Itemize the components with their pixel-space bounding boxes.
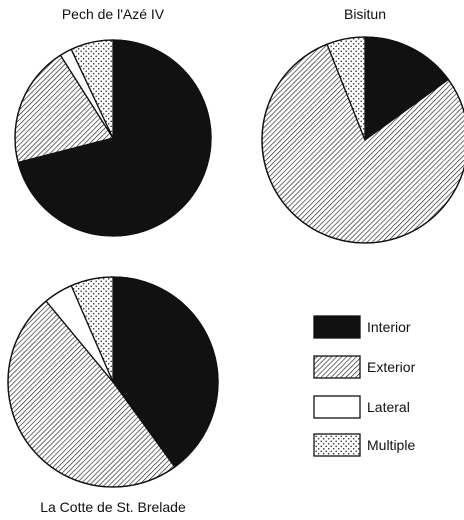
legend-item-multiple: Multiple xyxy=(313,433,415,457)
legend-item-lateral: Lateral xyxy=(313,395,410,419)
legend-label-multiple: Multiple xyxy=(367,437,415,453)
legend-item-exterior: Exterior xyxy=(313,355,416,379)
pie-title-pech-de-laze-iv: Pech de l'Azé IV xyxy=(62,6,165,22)
legend-swatch-lateral xyxy=(313,395,361,419)
pie-slices-la-cotte-de-st-brelade xyxy=(7,276,219,488)
pie-la-cotte-de-st-brelade: La Cotte de St. Brelade xyxy=(7,276,219,515)
legend-swatch-exterior xyxy=(313,355,361,379)
legend-swatch-interior xyxy=(313,315,361,339)
pie-bisitun: Bisitun xyxy=(261,6,464,244)
pie-outline xyxy=(14,39,212,237)
pie-outline xyxy=(7,276,219,488)
pie-pech-de-laze-iv: Pech de l'Azé IV xyxy=(14,6,212,237)
pie-title-la-cotte-de-st-brelade: La Cotte de St. Brelade xyxy=(40,499,186,515)
legend-item-interior: Interior xyxy=(313,315,411,339)
legend-swatch-multiple xyxy=(313,433,361,457)
pie-title-bisitun: Bisitun xyxy=(344,6,386,22)
legend: Interior Exterior Lateral Multiple xyxy=(313,315,416,457)
pie-slices-pech-de-laze-iv xyxy=(14,39,212,237)
pie-slices-bisitun xyxy=(261,36,464,244)
pie-outline xyxy=(261,36,464,244)
legend-label-lateral: Lateral xyxy=(367,399,410,415)
legend-label-exterior: Exterior xyxy=(367,359,416,375)
legend-label-interior: Interior xyxy=(367,319,411,335)
